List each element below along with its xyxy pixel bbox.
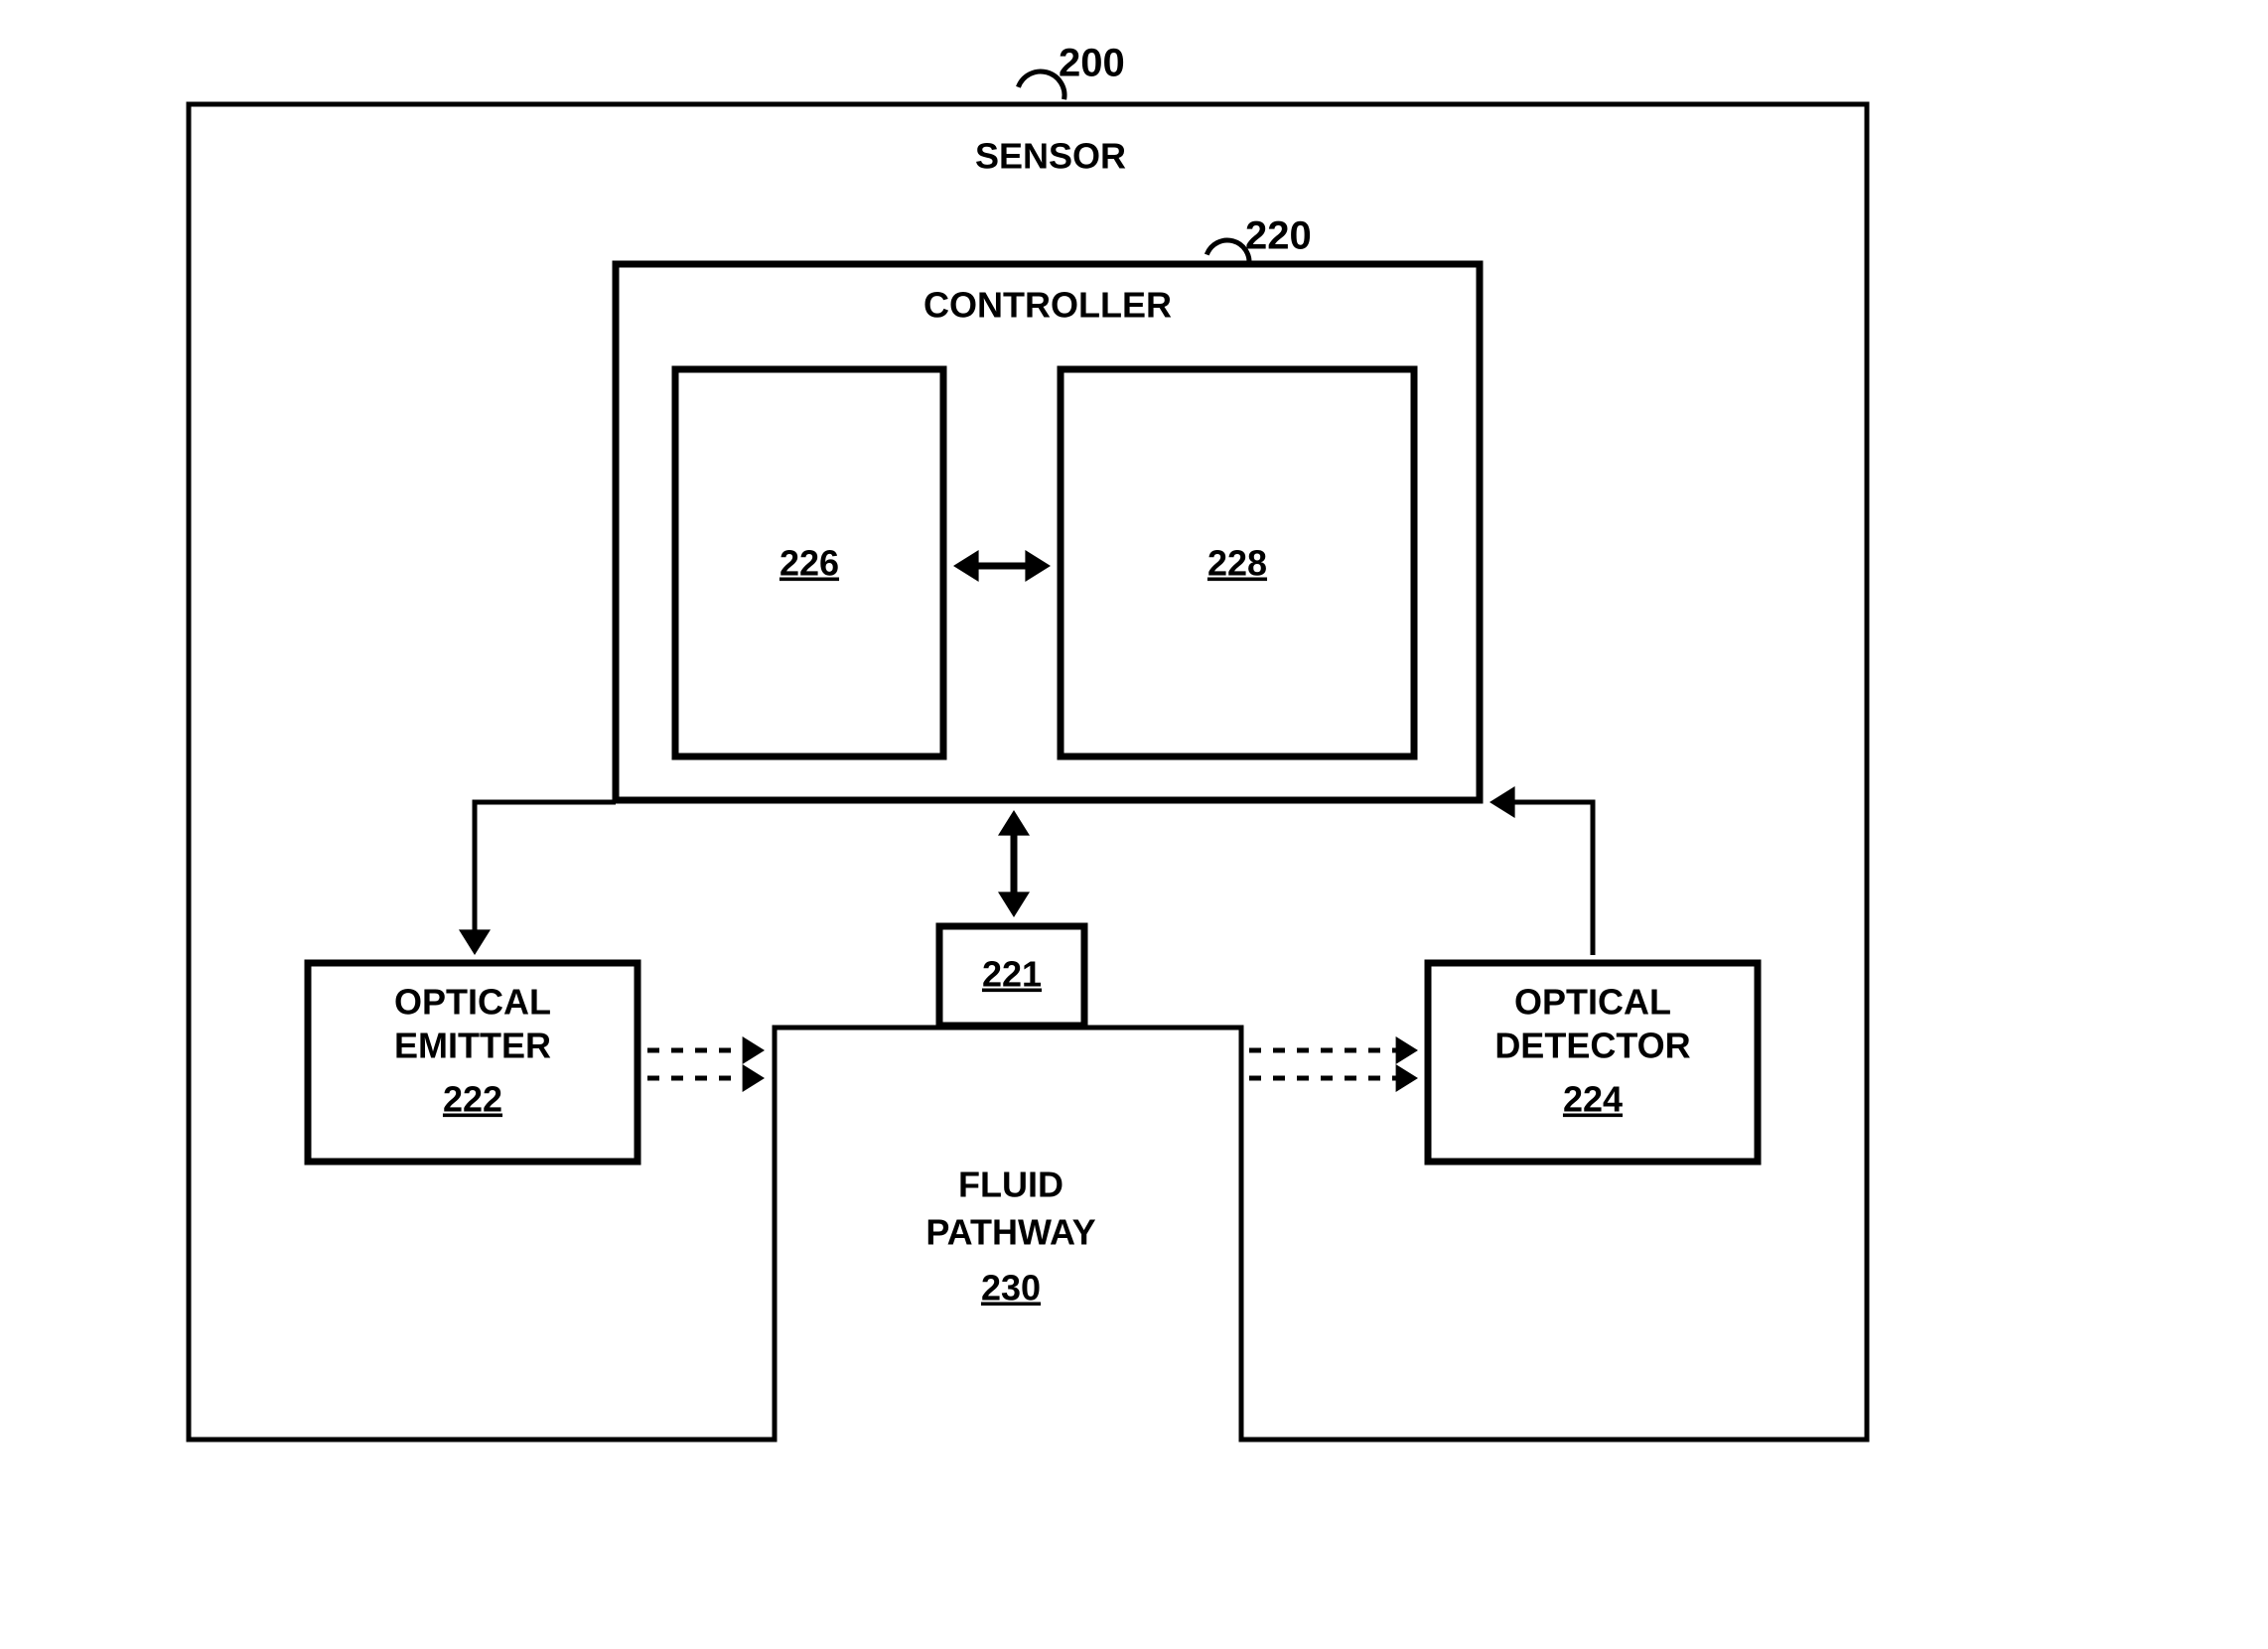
diagram-svg: SENSOR200CONTROLLER220226228221OPTICALEM… (0, 0, 2268, 1649)
block-228-ref: 228 (1207, 543, 1267, 584)
fluid-pathway-label-2: PATHWAY (925, 1212, 1095, 1253)
fluid-pathway-label-1: FLUID (958, 1165, 1063, 1205)
controller-label: CONTROLLER (923, 285, 1172, 326)
optical-detector-label-2: DETECTOR (1494, 1026, 1690, 1066)
controller-ref: 220 (1245, 214, 1312, 258)
block-221-ref: 221 (982, 954, 1042, 995)
fluid-pathway-ref: 230 (981, 1268, 1041, 1308)
optical-emitter-label-1: OPTICAL (394, 982, 551, 1023)
optical-detector-label-1: OPTICAL (1514, 982, 1671, 1023)
optical-emitter-label-2: EMITTER (394, 1026, 551, 1066)
sensor-label: SENSOR (975, 136, 1126, 177)
optical-detector-ref: 224 (1563, 1079, 1623, 1120)
optical-emitter-ref: 222 (443, 1079, 502, 1120)
block-226-ref: 226 (780, 543, 839, 584)
sensor-ref: 200 (1059, 42, 1125, 85)
